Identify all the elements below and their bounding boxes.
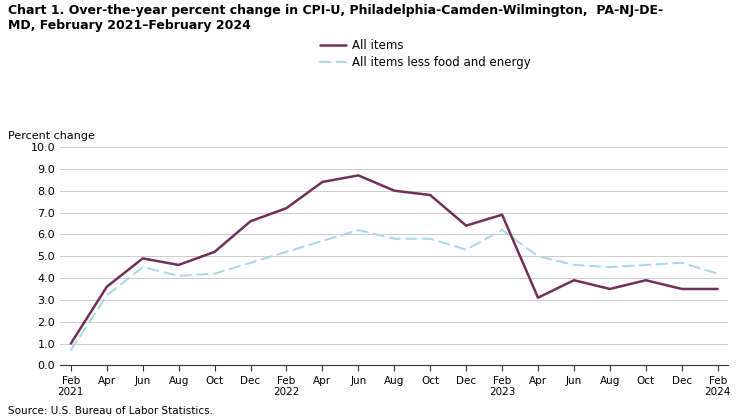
All items [282,206,291,211]
All items less food and energy [498,228,507,233]
All items [462,223,471,228]
All items less food and energy [174,273,183,278]
All items less food and energy [713,271,722,276]
Text: Source: U.S. Bureau of Labor Statistics.: Source: U.S. Bureau of Labor Statistics. [8,406,213,416]
All items less food and energy [102,293,111,298]
All items less food and energy [318,239,327,244]
All items less food and energy [354,228,363,233]
All items less food and energy [605,265,614,270]
All items [498,212,507,217]
All items less food and energy [533,254,542,259]
All items [138,256,147,261]
All items [569,278,578,283]
All items [174,262,183,268]
All items [66,341,75,346]
All items [713,286,722,291]
All items [677,286,686,291]
All items less food and energy [246,260,255,265]
All items [354,173,363,178]
All items [102,284,111,289]
All items less food and energy [426,236,435,241]
All items [426,192,435,197]
All items less food and energy [641,262,650,268]
All items [533,295,542,300]
Legend: All items, All items less food and energy: All items, All items less food and energ… [320,39,531,69]
All items [390,188,399,193]
All items [246,219,255,224]
All items less food and energy [390,236,399,241]
Line: All items less food and energy: All items less food and energy [71,230,718,350]
All items less food and energy [462,247,471,252]
All items less food and energy [282,249,291,255]
All items [210,249,219,255]
All items less food and energy [66,348,75,353]
All items less food and energy [210,271,219,276]
All items less food and energy [569,262,578,268]
All items less food and energy [138,265,147,270]
All items less food and energy [677,260,686,265]
Text: Percent change: Percent change [8,131,95,141]
All items [641,278,650,283]
Text: Chart 1. Over-the-year percent change in CPI-U, Philadelphia-Camden-Wilmington, : Chart 1. Over-the-year percent change in… [8,4,662,32]
Line: All items: All items [71,176,718,344]
All items [318,179,327,184]
All items [605,286,614,291]
